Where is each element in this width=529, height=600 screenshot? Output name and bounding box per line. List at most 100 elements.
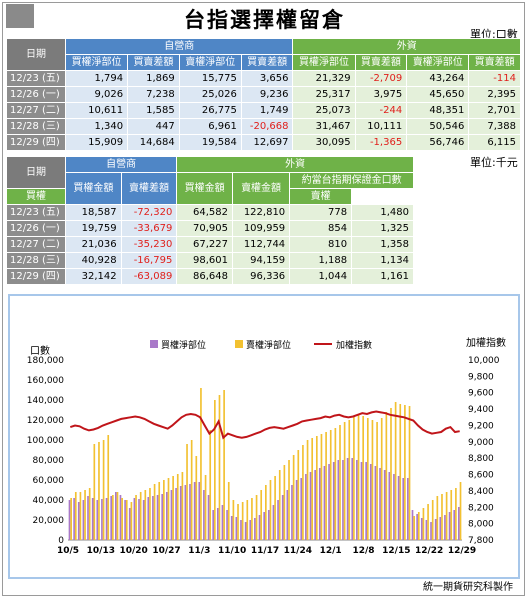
column-header: 賣權金額 xyxy=(231,172,291,205)
bar-call xyxy=(379,468,381,540)
bar-put xyxy=(292,455,295,540)
date-header: 日期 xyxy=(6,156,66,189)
legend-swatch xyxy=(235,340,243,348)
bar-call xyxy=(115,492,117,540)
table-cell: 1,480 xyxy=(351,204,414,221)
bar-call xyxy=(244,522,247,540)
bar-put xyxy=(283,465,286,540)
bar-put xyxy=(102,440,105,540)
table-row: 12/23 (五) 1,794 1,869 15,775 3,656 21,329 -2,7… xyxy=(6,70,521,87)
bar-call xyxy=(138,499,140,540)
table-cell: 14,684 xyxy=(127,134,180,151)
table-cell: 122,810 xyxy=(231,204,291,221)
bar-call xyxy=(156,495,159,540)
bar-put xyxy=(246,500,249,540)
x-tick-label: 11/3 xyxy=(188,546,210,556)
bar-call xyxy=(356,460,358,540)
row-date: 12/29 (四) xyxy=(6,134,66,151)
bar-put xyxy=(172,476,174,540)
bar-put xyxy=(74,492,77,540)
table-cell: -63,089 xyxy=(120,268,178,285)
bar-call xyxy=(411,510,414,540)
dealer-group-header: 自營商 xyxy=(64,38,294,55)
column-header: 賣權差額 xyxy=(120,172,178,205)
table-cell: 21,329 xyxy=(292,70,356,87)
table-cell: 10,611 xyxy=(64,102,129,119)
bar-call xyxy=(207,495,210,540)
table-cell: 31,467 xyxy=(292,118,356,135)
y-tick-left: 40,000 xyxy=(33,496,65,506)
legend-swatch xyxy=(150,340,158,348)
bar-put xyxy=(339,425,341,540)
bar-put xyxy=(302,445,304,540)
foreign-group-header: 外資 xyxy=(292,38,521,55)
table-cell: 18,587 xyxy=(65,204,122,221)
y-tick-right: 8,800 xyxy=(468,454,494,464)
bar-put xyxy=(288,460,290,540)
table-cell: 9,026 xyxy=(64,86,129,103)
table-cell: 7,388 xyxy=(468,118,521,135)
bar-call xyxy=(323,466,326,540)
column-header: 買權金額 xyxy=(176,172,233,205)
column-header: 買賣差額 xyxy=(354,54,408,71)
bar-put xyxy=(190,440,193,540)
table-cell: 96,336 xyxy=(231,268,291,285)
bar-put xyxy=(125,500,128,540)
bar-put xyxy=(107,435,110,540)
bar-call xyxy=(295,480,298,540)
bar-put xyxy=(376,422,378,540)
bar-put xyxy=(455,488,457,540)
row-date: 12/27 (二) xyxy=(6,236,66,253)
bar-put xyxy=(413,516,415,540)
y-tick-left: 0 xyxy=(58,536,64,546)
bar-put xyxy=(278,470,281,540)
table-cell: 70,905 xyxy=(176,220,233,237)
table-row: 12/26 (一) 19,759 -33,679 70,905 109,959 854 1,… xyxy=(6,220,414,237)
table-row: 12/28 (三) 40,928 -16,795 98,601 94,159 1,188 1… xyxy=(6,252,414,269)
bar-put xyxy=(144,490,147,540)
bar-put xyxy=(353,416,355,540)
page-title: 台指選擇權留倉 xyxy=(184,8,345,32)
table-cell: 7,238 xyxy=(127,86,180,103)
bar-put xyxy=(176,474,179,540)
bar-put xyxy=(427,504,429,540)
table-cell: 778 xyxy=(289,204,353,221)
table-cell: -35,230 xyxy=(120,236,178,253)
bar-call xyxy=(221,505,224,540)
bar-put xyxy=(204,475,207,540)
bar-call xyxy=(365,462,367,540)
table-cell: 1,188 xyxy=(289,252,353,269)
legend-label: 加權指數 xyxy=(336,339,372,351)
table-cell: -114 xyxy=(468,70,521,87)
bar-put xyxy=(135,495,137,540)
bar-put xyxy=(214,400,216,540)
table-cell: 94,159 xyxy=(231,252,291,269)
margin-subgroup-header: 約當台指期保證金口數 xyxy=(289,172,414,189)
bar-call xyxy=(346,458,349,540)
bar-call xyxy=(397,476,400,540)
table-cell: 854 xyxy=(289,220,353,237)
table-cell: -244 xyxy=(354,102,408,119)
legend-label: 買權淨部位 xyxy=(161,339,206,351)
bar-call xyxy=(193,482,196,540)
foreign-group-header: 外資 xyxy=(176,156,414,173)
x-tick-label: 10/13 xyxy=(87,546,115,556)
table-cell: 6,961 xyxy=(178,118,242,135)
bar-put xyxy=(459,482,462,540)
bar-call xyxy=(444,515,446,540)
table-cell: 56,746 xyxy=(406,134,470,151)
bar-put xyxy=(399,404,402,540)
row-date: 12/28 (三) xyxy=(6,118,66,135)
column-header: 買賣差額 xyxy=(127,54,180,71)
table-cell: 21,036 xyxy=(65,236,122,253)
bar-put xyxy=(84,490,86,540)
bar-put xyxy=(417,512,420,540)
x-tick-label: 12/15 xyxy=(382,546,410,556)
bar-call xyxy=(291,485,293,540)
bar-put xyxy=(149,488,151,540)
positions-table: 日期 自營商 外資 買權淨部位 買賣差額 賣權淨部位 買賣差額 買權淨部位 買賣差額 賣權淨… xyxy=(6,38,521,151)
y-axis-left-title: 口數 xyxy=(30,344,50,357)
table-cell: 25,026 xyxy=(178,86,242,103)
table-cell: 810 xyxy=(289,236,353,253)
column-header: 買權金額 xyxy=(65,172,122,205)
